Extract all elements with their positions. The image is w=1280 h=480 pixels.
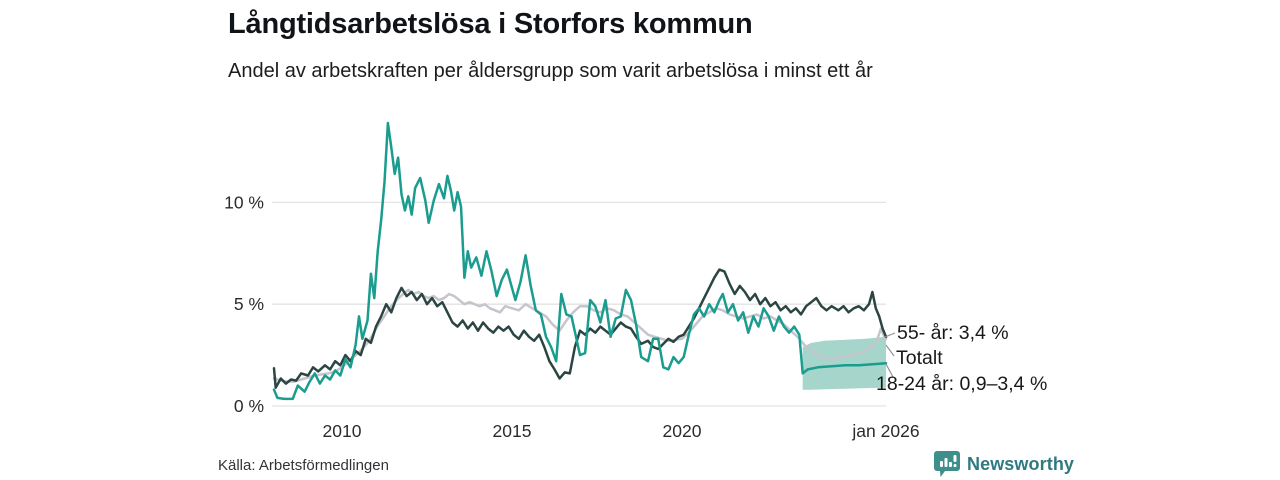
chart-subtitle: Andel av arbetskraften per åldersgrupp s… [228,60,873,82]
x-tick-label: 2020 [663,421,702,441]
brand-name: Newsworthy [967,453,1075,474]
y-tick-label: 0 % [234,396,264,416]
label-connector [884,332,896,338]
source-note: Källa: Arbetsförmedlingen [218,457,389,474]
y-tick-label: 10 % [224,192,264,212]
series-line-18-24-år [272,121,888,401]
series-end-label-55--år: 55- år: 3,4 % [897,322,1009,344]
page-title: Långtidsarbetslösa i Storfors kommun [228,8,753,40]
x-tick-label: jan 2026 [851,421,919,441]
x-tick-label: 2010 [323,421,362,441]
y-tick-label: 5 % [234,294,264,314]
series-line-55--år [272,268,888,389]
newsworthy-logo-icon [934,451,960,477]
series-end-label-totalt: Totalt [896,347,943,369]
series-end-label-18-24-år: 18-24 år: 0,9–3,4 % [876,373,1047,395]
x-tick-label: 2015 [493,421,532,441]
brand-lockup: Newsworthy [934,449,1074,479]
label-connector [885,344,895,357]
label-connector [885,363,894,378]
